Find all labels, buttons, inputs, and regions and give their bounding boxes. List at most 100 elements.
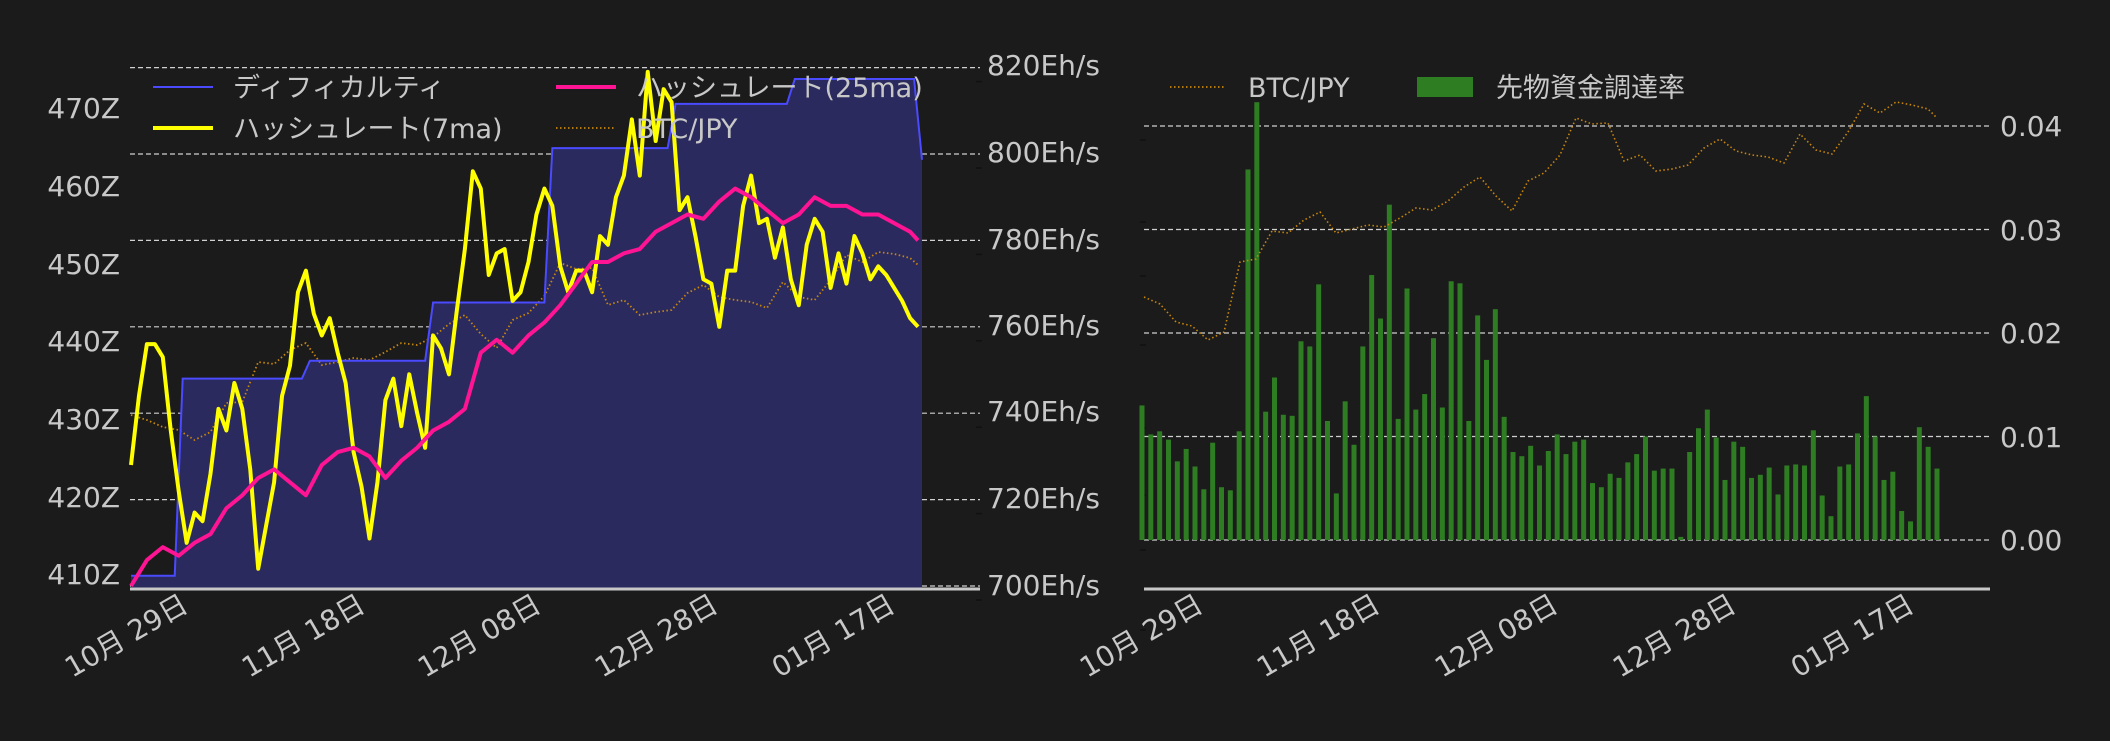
funding-rate-bar	[1501, 416, 1507, 540]
funding-rate-bar	[1360, 346, 1366, 540]
funding-rate-bar	[1148, 434, 1154, 540]
left-y-axis-hashrate-labels: 820Eh/s 800Eh/s 780Eh/s 760Eh/s 740Eh/s …	[987, 49, 1100, 602]
funding-rate-bar	[1722, 479, 1728, 540]
legend-label-difficulty: ディフィカルティ	[233, 73, 445, 104]
funding-rate-bar	[1660, 468, 1666, 540]
funding-rate-bar	[1484, 359, 1489, 540]
funding-rate-bar	[1210, 442, 1216, 540]
funding-rate-bar	[1775, 494, 1781, 540]
funding-rate-bar	[1316, 284, 1322, 540]
funding-rate-bar	[1607, 473, 1613, 540]
funding-rate-bar	[1201, 489, 1207, 540]
ytick-740eh: 740Eh/s	[987, 395, 1100, 428]
xtick-jan17: 01月 17日	[766, 587, 900, 684]
funding-rate-bar	[1863, 396, 1869, 540]
left-legend: ディフィカルティ ハッシュレート(7ma) ハッシュレート(25ma) BTC/…	[153, 73, 923, 145]
funding-rate-bar	[1740, 446, 1746, 540]
funding-rate-bar	[1174, 461, 1180, 540]
funding-rate-bar	[1289, 415, 1295, 540]
funding-rate-bar	[1545, 450, 1551, 540]
funding-rate-bar	[1272, 377, 1277, 540]
funding-rate-bar	[1704, 409, 1710, 540]
legend-label-btcjpy: BTC/JPY	[636, 114, 738, 145]
right-legend: BTC/JPY 先物資金調達率	[1170, 73, 1685, 104]
funding-rate-bar	[1881, 479, 1887, 540]
funding-rate-bar	[1431, 338, 1436, 540]
ytick-440z: 440Z	[47, 325, 120, 358]
funding-rate-bar	[1890, 471, 1896, 540]
left-x-axis-date-labels: 10月 29日 11月 18日 12月 08日 12月 28日 01月 17日	[59, 587, 900, 684]
funding-rate-bar	[1325, 420, 1330, 540]
funding-rate-bars	[1139, 102, 1940, 540]
funding-rate-bar	[1846, 464, 1852, 540]
funding-rate-bar	[1475, 315, 1481, 540]
funding-rate-bar	[1828, 516, 1834, 540]
funding-rate-bar	[1510, 452, 1516, 540]
legend-label-hashrate-7ma: ハッシュレート(7ma)	[233, 114, 503, 145]
xtick-jan17-right: 01月 17日	[1785, 587, 1919, 684]
right-x-axis-date-labels: 10月 29日 11月 18日 12月 08日 12月 28日 01月 17日	[1074, 587, 1919, 684]
funding-rate-bar	[1183, 448, 1189, 540]
funding-rate-bar	[1581, 439, 1587, 540]
ytick-460z: 460Z	[47, 170, 120, 203]
funding-rate-bar	[1307, 346, 1313, 540]
ytick-0.02: 0.02	[2000, 317, 2062, 350]
xtick-oct29: 10月 29日	[59, 587, 193, 684]
funding-rate-bar	[1590, 483, 1595, 540]
funding-rate-bar	[1378, 318, 1383, 540]
xtick-dec28-right: 12月 28日	[1607, 587, 1741, 684]
legend-label-btcjpy-right: BTC/JPY	[1248, 73, 1350, 104]
ytick-0.00: 0.00	[2000, 524, 2062, 557]
funding-rate-bar	[1793, 464, 1799, 540]
funding-rate-bar	[1280, 414, 1286, 540]
funding-rate-bar	[1634, 454, 1640, 540]
btcjpy-line-right	[1143, 101, 1937, 341]
funding-rate-bar	[1537, 465, 1542, 540]
left-y-axis-difficulty-labels: 470Z 460Z 450Z 440Z 430Z 420Z 410Z	[47, 92, 120, 591]
ytick-0.03: 0.03	[2000, 214, 2062, 247]
legend-swatch-funding	[1417, 77, 1473, 97]
xtick-dec28: 12月 28日	[589, 587, 723, 684]
funding-rate-bar	[1413, 409, 1419, 540]
funding-rate-bar	[1333, 493, 1339, 540]
funding-rate-bar	[1554, 434, 1560, 540]
hashrate-7ma-line	[129, 69, 920, 571]
xtick-dec08: 12月 08日	[412, 587, 546, 684]
funding-rate-bar	[1192, 466, 1198, 540]
funding-rate-bar	[1351, 444, 1357, 540]
funding-rate-bar	[1651, 470, 1657, 540]
funding-rate-bar	[1696, 428, 1701, 540]
funding-rate-bar	[1342, 401, 1348, 540]
funding-rate-bar	[1916, 427, 1922, 540]
right-chart-funding-rate: 0.04 0.03 0.02 0.01 0.00 10月 29日 11月 18日…	[1074, 73, 2062, 684]
ytick-430z: 430Z	[47, 403, 120, 436]
funding-rate-bar	[1749, 477, 1754, 540]
funding-rate-bar	[1757, 474, 1763, 540]
ytick-820eh: 820Eh/s	[987, 49, 1100, 82]
funding-rate-bar	[1166, 439, 1171, 540]
ytick-720eh: 720Eh/s	[987, 482, 1100, 515]
ytick-0.01: 0.01	[2000, 421, 2062, 454]
ytick-410z: 410Z	[47, 558, 120, 591]
funding-rate-bar	[1492, 309, 1498, 540]
hashrate-25ma-line	[129, 186, 920, 588]
funding-rate-bar	[1855, 433, 1860, 540]
funding-rate-bar	[1598, 487, 1604, 540]
difficulty-area-fill	[131, 79, 922, 589]
funding-rate-bar	[1439, 407, 1445, 540]
funding-rate-bar	[1236, 431, 1242, 540]
funding-rate-bar	[1899, 511, 1905, 540]
ytick-760eh: 760Eh/s	[987, 309, 1100, 342]
funding-rate-bar	[1616, 477, 1622, 540]
funding-rate-bar	[1625, 462, 1631, 540]
funding-rate-bar	[1837, 466, 1843, 540]
funding-rate-bar	[1219, 487, 1224, 540]
funding-rate-bar	[1157, 431, 1163, 540]
funding-rate-bar	[1395, 418, 1401, 540]
left-chart-hashrate-difficulty: 470Z 460Z 450Z 440Z 430Z 420Z 410Z 820Eh…	[47, 49, 1100, 684]
funding-rate-bar	[1298, 341, 1304, 540]
funding-rate-bar	[1925, 446, 1931, 540]
funding-rate-bar	[1572, 441, 1578, 540]
difficulty-line	[131, 78, 923, 577]
